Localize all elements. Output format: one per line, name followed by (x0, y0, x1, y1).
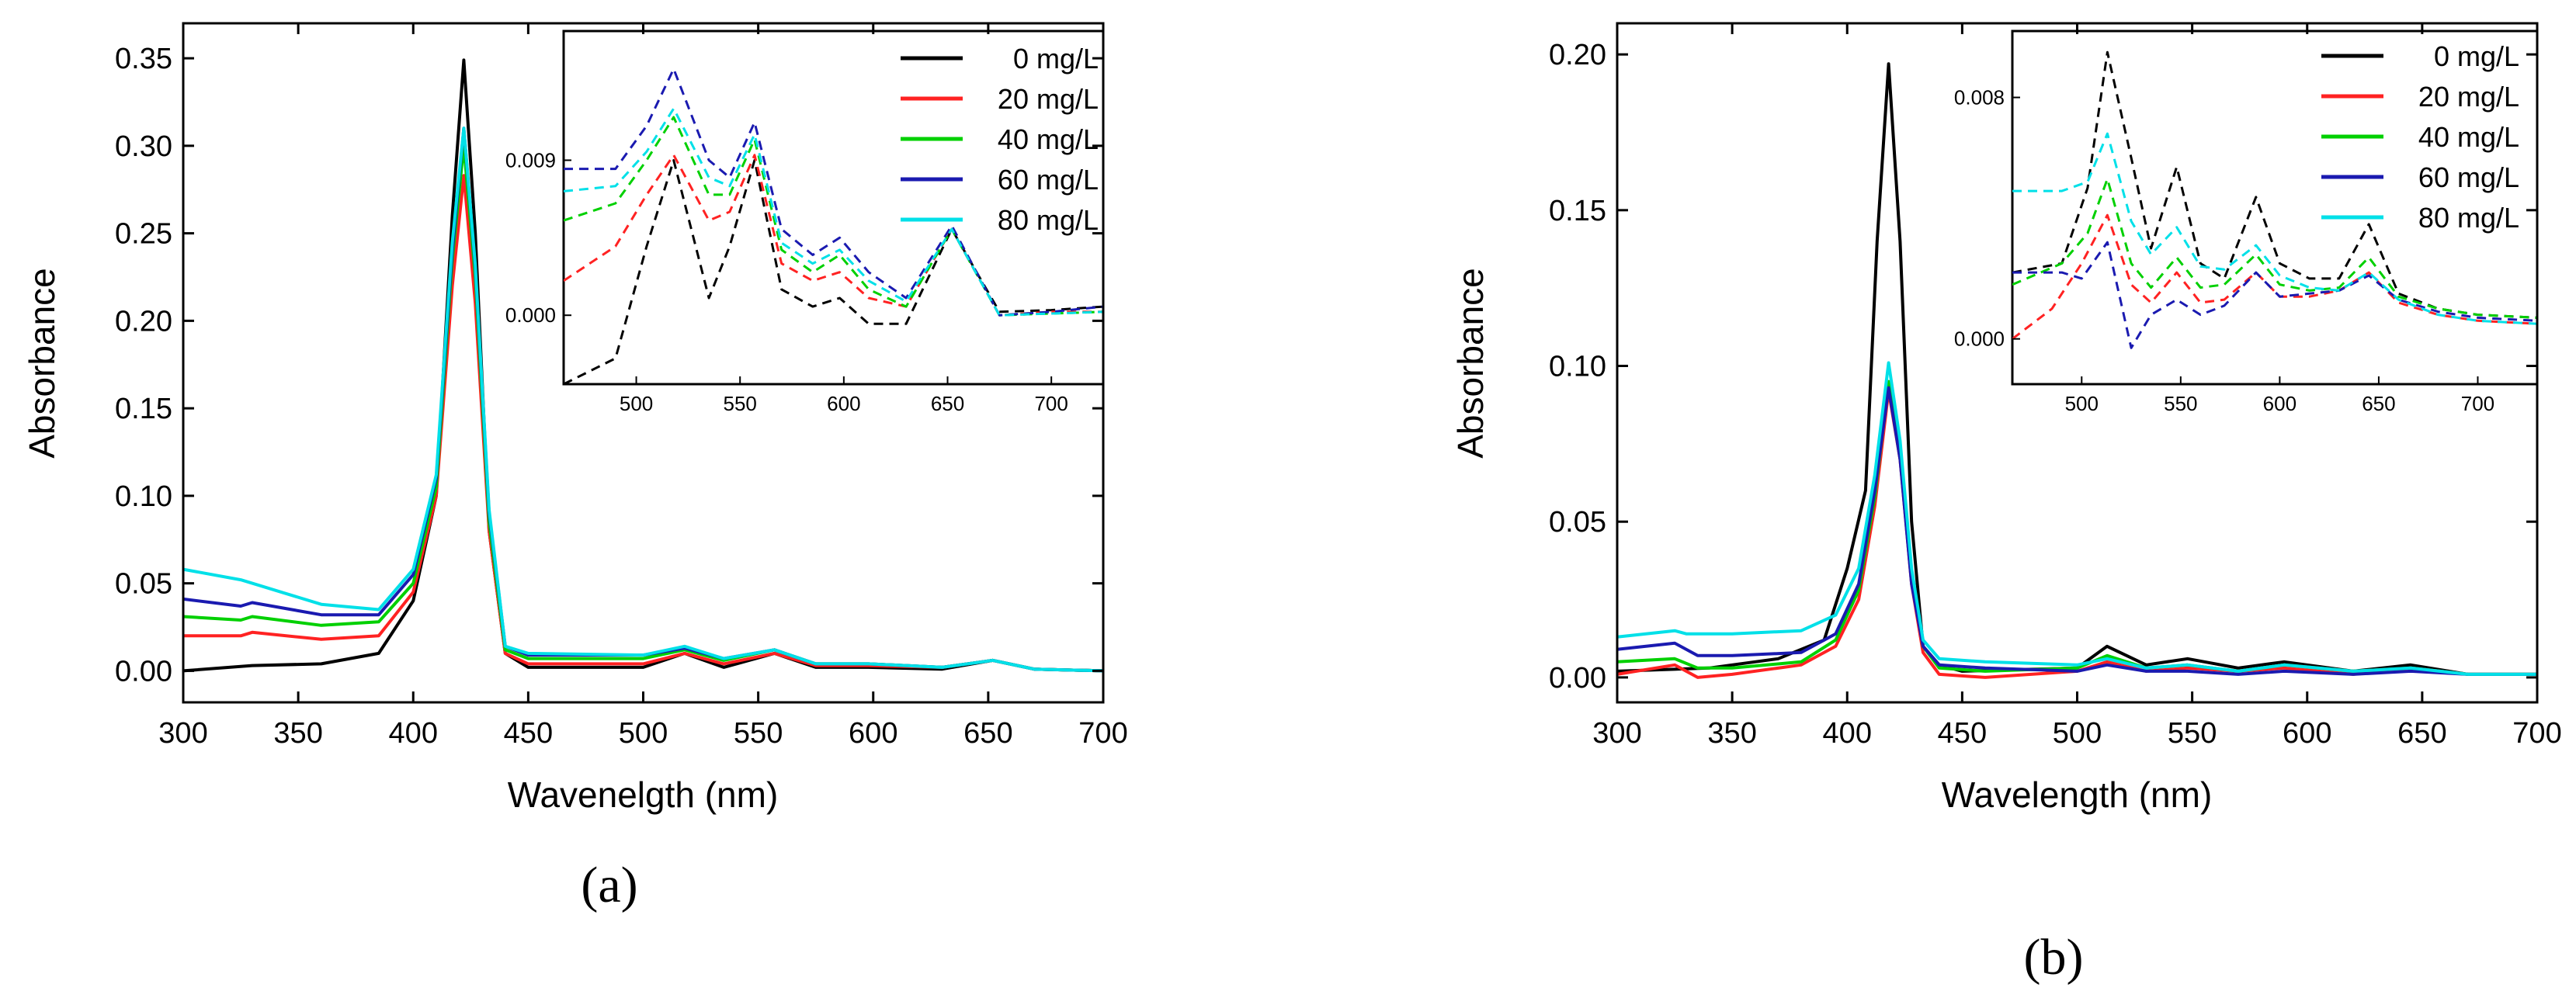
inset-line-80-mg-l (564, 107, 1103, 317)
x-tick-label: 450 (504, 717, 553, 750)
legend-label: 40 mg/L (2418, 121, 2519, 153)
inset-y-tick-label: 0.009 (505, 148, 556, 172)
x-tick-label: 700 (2512, 717, 2561, 750)
x-tick-label: 550 (2168, 717, 2217, 750)
inset-y-tick-label: 0.008 (1954, 86, 2005, 109)
x-tick-label: 350 (273, 717, 322, 750)
chart-panel-a: 500 550 600 650 700 0.000 0.009 300 350 400 450 50… (22, 22, 1128, 913)
y-tick-label: 0.10 (1549, 351, 1606, 383)
y-tick-label: 0.00 (1549, 662, 1606, 695)
x-tick-label: 550 (734, 717, 783, 750)
inset-x-tick-label: 550 (724, 392, 757, 415)
x-tick-label: 450 (1938, 717, 1987, 750)
inset-y-tick-label: 0.000 (1954, 327, 2005, 351)
x-axis-title: Wavenelgth (nm) (508, 775, 779, 815)
y-tick-label: 0.35 (115, 43, 172, 75)
y-tick-label: 0.15 (1549, 195, 1606, 227)
inset-x-tick-label: 500 (620, 392, 653, 415)
x-tick-label: 400 (1823, 717, 1872, 750)
inset-x-tick-label: 700 (1034, 392, 1068, 415)
inset-frame (562, 29, 1105, 386)
x-tick-label: 600 (849, 717, 897, 750)
y-tick-label: 0.05 (1549, 506, 1606, 539)
y-tick-label: 0.30 (115, 130, 172, 163)
inset-x-tick-label: 550 (2164, 392, 2197, 415)
inset-line-0-mg-l (2012, 50, 2537, 319)
x-tick-label: 650 (2397, 717, 2446, 750)
legend-label: 60 mg/L (2418, 161, 2519, 193)
legend-label: 0 mg/L (2434, 40, 2519, 72)
inset-frame (2011, 29, 2539, 386)
y-tick-label: 0.20 (1549, 39, 1606, 71)
x-tick-label: 500 (619, 717, 668, 750)
x-tick-label: 600 (2283, 717, 2331, 750)
inset-x-tick-label: 650 (2362, 392, 2395, 415)
y-axis-title: Absorbance (22, 268, 62, 459)
inset-x-tick-label: 600 (827, 392, 860, 415)
x-tick-label: 700 (1078, 717, 1127, 750)
inset-line-60-mg-l (2012, 241, 2537, 349)
y-axis-title: Absorbance (1450, 268, 1491, 459)
series-line-0-mg-l (182, 58, 1104, 673)
series-line-80-mg-l (1616, 361, 2537, 676)
panel-label-a: (a) (581, 857, 637, 913)
inset-y-tick-label: 0.000 (505, 303, 556, 327)
chart-panel-b: 500 550 600 650 700 0.000 0.008 300 350 400 450 50… (1450, 22, 2562, 986)
series-line-80-mg-l (182, 126, 1104, 673)
inset-x-tick-label: 650 (931, 392, 964, 415)
legend-label: 20 mg/L (998, 83, 1099, 115)
legend-label: 80 mg/L (998, 204, 1099, 236)
inset-line-0-mg-l (564, 159, 1103, 384)
panel-label-b: (b) (2024, 929, 2084, 986)
x-tick-label: 400 (389, 717, 438, 750)
y-tick-label: 0.00 (115, 655, 172, 688)
legend-label: 20 mg/L (2418, 81, 2519, 113)
inset-series (2012, 50, 2537, 349)
x-tick-label: 500 (2053, 717, 2102, 750)
y-tick-label: 0.15 (115, 393, 172, 425)
x-tick-label: 300 (1592, 717, 1641, 750)
inset-x-tick-label: 700 (2461, 392, 2494, 415)
y-tick-label: 0.05 (115, 568, 172, 601)
series-line-60-mg-l (1616, 386, 2537, 676)
y-tick-label: 0.25 (115, 218, 172, 251)
legend-label: 80 mg/L (2418, 202, 2519, 234)
legend-label: 40 mg/L (998, 123, 1099, 155)
inset-series (564, 68, 1103, 384)
x-tick-label: 300 (158, 717, 207, 750)
inset-line-20-mg-l (2012, 213, 2537, 340)
x-tick-label: 350 (1707, 717, 1756, 750)
y-tick-label: 0.10 (115, 480, 172, 513)
series-line-20-mg-l (1616, 389, 2537, 679)
x-tick-label: 650 (963, 717, 1012, 750)
legend-label: 60 mg/L (998, 164, 1099, 196)
inset-x-tick-label: 500 (2065, 392, 2099, 415)
y-tick-label: 0.20 (115, 305, 172, 338)
x-axis-title: Wavelength (nm) (1942, 775, 2213, 815)
inset-x-tick-label: 600 (2263, 392, 2297, 415)
legend-label: 0 mg/L (1013, 43, 1099, 75)
inset-line-40-mg-l (2012, 178, 2537, 319)
